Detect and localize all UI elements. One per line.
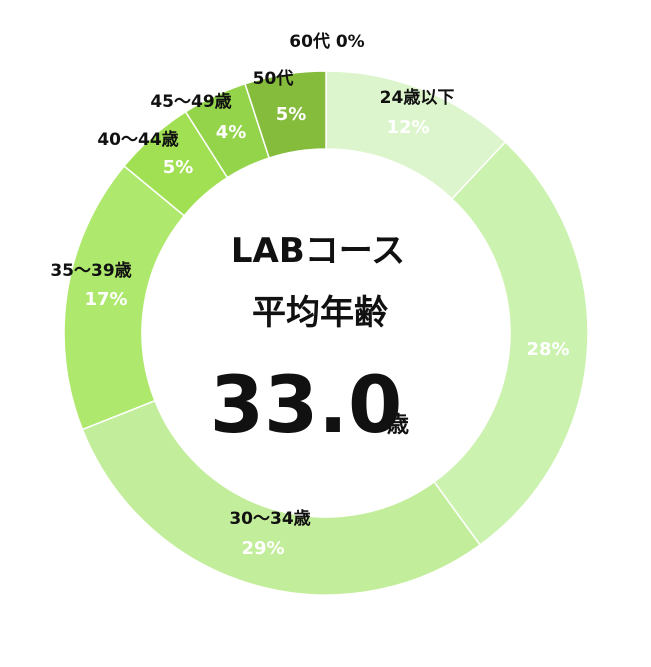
category-label-7: 50代 (253, 68, 294, 89)
center-average-unit: 歳 (387, 413, 409, 438)
value-label-1: 12% (386, 117, 429, 138)
value-label-4: 17% (84, 289, 127, 310)
donut-slices (63, 70, 589, 596)
value-label-2: 28% (526, 339, 569, 360)
slice-2 (433, 140, 589, 547)
slice-3 (81, 399, 482, 596)
category-label-8: 60代 0% (289, 31, 364, 52)
value-label-5: 5% (163, 157, 194, 178)
slice-7 (244, 70, 327, 159)
category-label-4: 35〜39歳 (50, 260, 131, 281)
center-title-line1: LABコース (231, 231, 405, 271)
value-label-3: 29% (241, 538, 284, 559)
value-label-6: 4% (216, 122, 247, 143)
category-label-3: 30〜34歳 (229, 508, 310, 529)
category-label-5: 40〜44歳 (97, 129, 178, 150)
center-title-line2: 平均年齢 (252, 293, 388, 333)
center-average-value: 33.0 (210, 361, 402, 451)
category-label-6: 45〜49歳 (150, 91, 231, 112)
category-label-1: 24歳以下 (380, 87, 455, 108)
slice-labels: 24歳以下 12% 28% 30〜34歳 29% 35〜39歳 17% 40〜44歳 5% 45〜… (50, 31, 569, 559)
value-label-7: 5% (276, 104, 307, 125)
